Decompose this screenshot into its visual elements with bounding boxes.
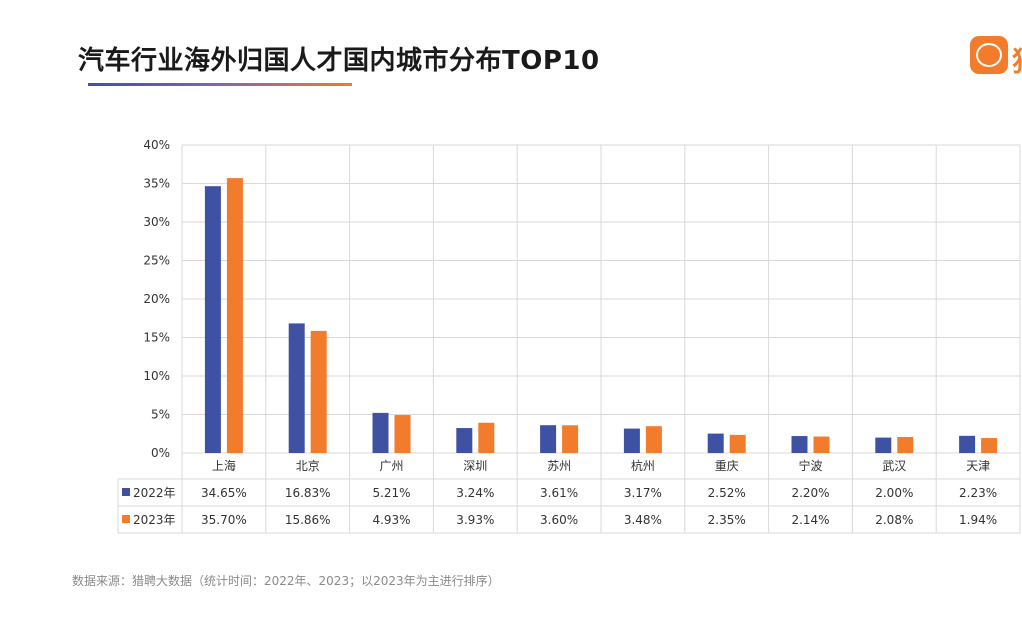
x-category-label: 杭州 xyxy=(631,458,655,473)
bar-2023 xyxy=(562,425,579,453)
data-table: 上海 北京 广州 深圳 苏州 杭州 重庆 宁波 武汉 天津 2022年 34.65% 16.83% 5.2… xyxy=(117,458,1020,534)
data-label: 2.14% xyxy=(791,513,829,527)
bar-2023 xyxy=(394,415,411,453)
bar-2022 xyxy=(456,428,473,453)
x-category-label: 深圳 xyxy=(463,459,487,473)
data-label: 2.23% xyxy=(959,486,997,500)
legend-swatch-2023 xyxy=(122,515,130,523)
data-label: 2.35% xyxy=(708,513,746,527)
title-underline xyxy=(88,83,352,86)
bar-2022 xyxy=(288,323,305,453)
data-source-note: 数据来源：猎聘大数据（统计时间：2022年、2023；以2023年为主进行排序） xyxy=(72,574,500,588)
data-label: 2.20% xyxy=(791,486,829,500)
data-label: 2.08% xyxy=(875,513,913,527)
x-category-label: 天津 xyxy=(966,459,990,473)
bar-2023 xyxy=(981,438,998,453)
data-label: 35.70% xyxy=(201,513,247,527)
y-axis-ticks: 0% 5% 10% 15% 20% 25% 30% 35% 40% xyxy=(143,138,170,460)
y-tick-label: 35% xyxy=(143,177,170,191)
bar-2023 xyxy=(310,330,327,453)
bar-2022 xyxy=(540,425,557,453)
data-label: 3.48% xyxy=(624,513,662,527)
bar-2022 xyxy=(372,412,389,453)
y-tick-label: 20% xyxy=(143,292,170,306)
y-tick-label: 25% xyxy=(143,254,170,268)
x-category-label: 北京 xyxy=(296,459,320,473)
bar-2023 xyxy=(897,436,914,453)
bar-2022 xyxy=(875,437,892,453)
legend-label: 2023年 xyxy=(133,513,176,527)
x-category-label: 广州 xyxy=(379,459,403,473)
logo-mark xyxy=(976,43,1002,67)
legend-label: 2022年 xyxy=(133,486,176,500)
bar-2023 xyxy=(226,178,243,454)
y-tick-label: 30% xyxy=(143,215,170,229)
bar-2022 xyxy=(707,433,724,453)
bar-2022 xyxy=(959,435,976,453)
x-category-label: 上海 xyxy=(212,458,236,473)
liepin-logo-icon xyxy=(970,36,1008,74)
x-category-label: 武汉 xyxy=(882,459,906,473)
data-label: 3.61% xyxy=(540,486,578,500)
grid-lines xyxy=(181,144,1021,533)
page-title: 汽车行业海外归国人才国内城市分布TOP10 xyxy=(78,46,600,76)
data-label: 2.52% xyxy=(708,486,746,500)
x-category-label: 苏州 xyxy=(547,459,571,473)
data-label: 3.60% xyxy=(540,513,578,527)
data-label: 16.83% xyxy=(285,486,331,500)
data-label: 3.93% xyxy=(456,513,494,527)
bar-2022 xyxy=(204,186,221,453)
y-tick-label: 5% xyxy=(151,408,170,422)
data-label: 2.00% xyxy=(875,486,913,500)
bar-2023 xyxy=(729,434,746,453)
legend-swatch-2022 xyxy=(122,488,130,496)
data-label: 5.21% xyxy=(372,486,410,500)
data-label: 34.65% xyxy=(201,486,247,500)
bar-2023 xyxy=(478,422,495,453)
y-tick-label: 15% xyxy=(143,331,170,345)
data-label: 1.94% xyxy=(959,513,997,527)
x-category-label: 宁波 xyxy=(798,458,822,473)
data-label: 3.17% xyxy=(624,486,662,500)
data-label: 4.93% xyxy=(372,513,410,527)
brand-text: 猎 xyxy=(1012,40,1022,80)
data-label: 15.86% xyxy=(285,513,331,527)
bar-2022 xyxy=(623,428,640,453)
data-label: 3.24% xyxy=(456,486,494,500)
bar-2022 xyxy=(791,436,808,453)
bar-2023 xyxy=(813,436,830,453)
x-category-label: 重庆 xyxy=(715,459,739,473)
bars xyxy=(204,178,998,454)
y-tick-label: 40% xyxy=(143,138,170,152)
y-tick-label: 0% xyxy=(151,446,170,460)
bar-2023 xyxy=(645,426,662,453)
y-tick-label: 10% xyxy=(143,369,170,383)
